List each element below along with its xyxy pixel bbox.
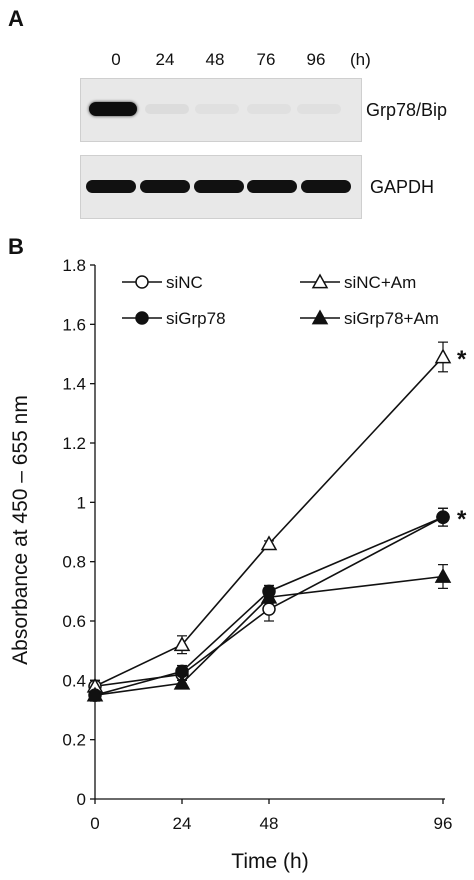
gapdh-band-76h: [247, 180, 297, 193]
y-tick-label: 0.2: [62, 731, 86, 750]
lane-unit: (h): [350, 50, 371, 69]
legend-marker: [311, 273, 329, 289]
x-tick-label: 96: [434, 814, 453, 833]
lane-label-76: 76: [256, 50, 276, 69]
gapdh-band-24h: [140, 180, 190, 193]
x-tick-label: 0: [90, 814, 99, 833]
legend-marker: [135, 275, 149, 289]
data-point: [260, 535, 278, 551]
x-tick-label: 48: [260, 814, 279, 833]
grp78-band-48h: [195, 104, 239, 114]
x-tick-label: 24: [173, 814, 192, 833]
grp78-band-24h: [145, 104, 189, 114]
data-point: [262, 602, 276, 616]
data-point: [173, 636, 191, 652]
y-tick-label: 1.6: [62, 315, 86, 334]
y-tick-label: 0.6: [62, 612, 86, 631]
grp78-blot: [80, 78, 362, 142]
legend-label: siGrp78+Am: [344, 309, 439, 328]
x-axis-label: Time (h): [231, 850, 308, 873]
grp78-band-76h: [247, 104, 291, 114]
lane-label-96: 96: [306, 50, 326, 69]
legend-label: siNC: [166, 273, 203, 292]
legend-label: siNC+Am: [344, 273, 416, 292]
series-line: [94, 356, 444, 687]
y-tick-label: 1: [77, 493, 86, 512]
gapdh-band-96h: [301, 180, 351, 193]
y-axis-label: Absorbance at 450 – 655 nm: [9, 395, 32, 665]
significance-asterisk: *: [457, 346, 467, 373]
grp78-band-0h: [89, 102, 137, 116]
y-tick-label: 1.4: [62, 375, 86, 394]
grp78-label: Grp78/Bip: [366, 100, 448, 120]
gapdh-blot: [80, 155, 362, 219]
panel-b-letter: B: [8, 234, 24, 259]
data-point: [260, 588, 278, 604]
gapdh-band-48h: [194, 180, 244, 193]
y-tick-label: 0: [77, 790, 86, 809]
y-tick-label: 0.8: [62, 553, 86, 572]
gapdh-band-0h: [86, 180, 136, 193]
panel-a-letter: A: [8, 6, 24, 31]
series-line: [94, 516, 444, 688]
data-point: [434, 567, 452, 583]
y-tick-label: 1.8: [62, 256, 86, 275]
series-line: [94, 516, 444, 696]
data-point: [86, 686, 104, 702]
lane-label-24: 24: [155, 50, 175, 69]
legend-label: siGrp78: [166, 309, 226, 328]
legend-marker: [135, 311, 149, 325]
grp78-band-96h: [297, 104, 341, 114]
gapdh-label: GAPDH: [370, 177, 435, 197]
significance-asterisk: *: [457, 506, 467, 533]
y-tick-label: 0.4: [62, 671, 86, 690]
lane-label-0: 0: [111, 50, 121, 69]
y-tick-label: 1.2: [62, 434, 86, 453]
legend-marker: [311, 309, 329, 325]
lane-label-48: 48: [205, 50, 225, 69]
data-point: [436, 510, 450, 524]
series-line: [94, 575, 444, 696]
data-point: [173, 674, 191, 690]
data-point: [434, 348, 452, 364]
